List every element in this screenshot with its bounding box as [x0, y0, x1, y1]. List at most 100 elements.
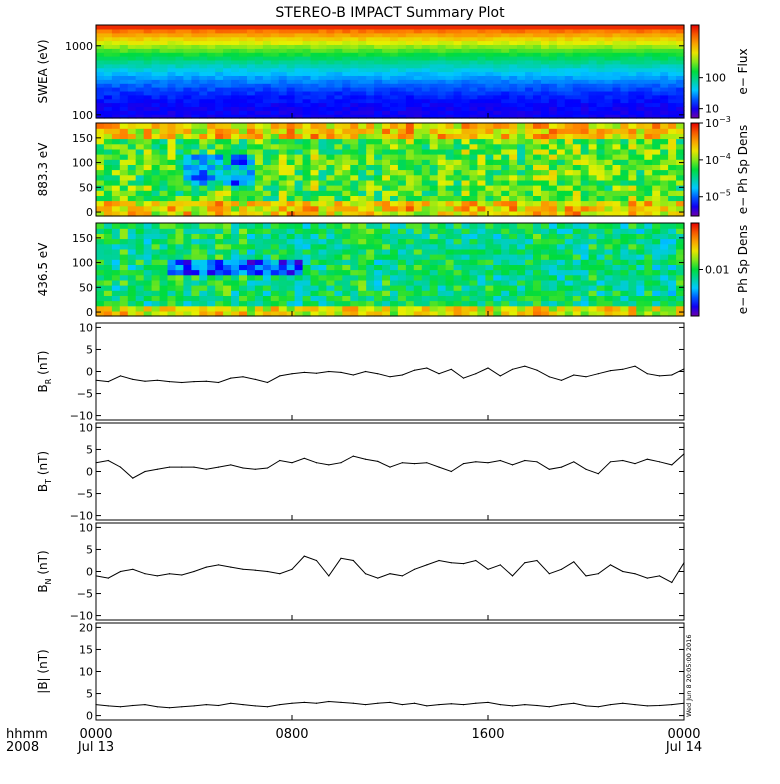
- heatmap-cell: [119, 138, 129, 145]
- heatmap-cell: [644, 102, 653, 107]
- heatmap-cell: [453, 254, 463, 260]
- heatmap-cell: [572, 56, 582, 61]
- heatmap-cell: [548, 285, 558, 291]
- heatmap-cell: [191, 300, 200, 307]
- heatmap-cell: [382, 94, 391, 100]
- heatmap-cell: [660, 185, 669, 191]
- heatmap-cell: [390, 110, 399, 115]
- heatmap-cell: [493, 102, 502, 107]
- heatmap-cell: [548, 123, 558, 129]
- heatmap-cell: [119, 243, 129, 250]
- heatmap-cell: [548, 310, 558, 317]
- heatmap-cell: [477, 32, 486, 38]
- heatmap-cell: [239, 36, 248, 42]
- heatmap-cell: [231, 210, 240, 217]
- heatmap-cell: [660, 190, 669, 196]
- heatmap-cell: [525, 164, 534, 171]
- heatmap-cell: [477, 28, 486, 34]
- heatmap-cell: [405, 48, 415, 53]
- heatmap-cell: [453, 83, 463, 88]
- data-point: [168, 707, 171, 709]
- heatmap-cell: [588, 143, 598, 150]
- heatmap-cell: [437, 79, 447, 84]
- heatmap-cell: [501, 164, 510, 171]
- heatmap-cell: [660, 56, 669, 61]
- heatmap-cell: [159, 110, 169, 115]
- heatmap-cell: [437, 264, 447, 271]
- heatmap-cell: [429, 28, 439, 34]
- heatmap-cell: [620, 138, 629, 145]
- data-point: [340, 462, 342, 464]
- heatmap-cell: [413, 48, 423, 53]
- heatmap-cell: [175, 205, 184, 212]
- heatmap-cell: [533, 190, 542, 196]
- heatmap-cell: [477, 25, 486, 30]
- heatmap-cell: [318, 94, 327, 100]
- heatmap-cell: [517, 285, 526, 291]
- heatmap-cell: [612, 243, 621, 250]
- heatmap-cell: [437, 87, 447, 92]
- heatmap-cell: [413, 295, 423, 302]
- heatmap-cell: [96, 32, 105, 38]
- heatmap-cell: [96, 148, 105, 155]
- heatmap-cell: [501, 123, 510, 129]
- heatmap-cell: [366, 94, 375, 100]
- heatmap-cell: [239, 233, 248, 240]
- heatmap-cell: [541, 32, 550, 38]
- heatmap-cell: [533, 174, 542, 181]
- heatmap-cell: [413, 164, 423, 171]
- heatmap-cell: [239, 154, 248, 160]
- heatmap-cell: [660, 169, 669, 176]
- heatmap-cell: [199, 259, 208, 265]
- heatmap-cell: [421, 133, 431, 140]
- heatmap-cell: [96, 295, 105, 302]
- panel-frame: [95, 24, 685, 119]
- heatmap-cell: [231, 259, 240, 265]
- heatmap-cell: [413, 110, 423, 115]
- heatmap-cell: [668, 238, 677, 245]
- heatmap-cell: [254, 248, 264, 255]
- heatmap-cell: [366, 233, 375, 240]
- heatmap-cell: [564, 159, 574, 165]
- heatmap-cell: [676, 238, 685, 245]
- heatmap-cell: [207, 67, 216, 73]
- heatmap-cell: [604, 200, 613, 207]
- heatmap-cell: [533, 110, 542, 115]
- heatmap-cell: [231, 290, 240, 296]
- heatmap-cell: [461, 248, 470, 255]
- heatmap-cell: [485, 279, 494, 286]
- heatmap-cell: [517, 28, 526, 34]
- heatmap-cell: [302, 44, 312, 49]
- heatmap-cell: [215, 128, 224, 134]
- heatmap-cell: [310, 56, 319, 61]
- heatmap-cell: [596, 71, 606, 76]
- heatmap-cell: [278, 106, 288, 111]
- heatmap-cell: [175, 110, 184, 115]
- heatmap-cell: [302, 83, 312, 88]
- heatmap-cell: [302, 228, 312, 234]
- series-line: [95, 365, 685, 384]
- heatmap-cell: [350, 195, 359, 202]
- heatmap-cell: [326, 223, 335, 229]
- heatmap-cell: [477, 185, 486, 191]
- heatmap-cell: [119, 305, 129, 312]
- heatmap-cell: [501, 210, 510, 217]
- heatmap-cell: [525, 71, 534, 76]
- heatmap-cell: [111, 83, 121, 88]
- heatmap-cell: [96, 205, 105, 212]
- heatmap-cell: [652, 44, 661, 49]
- heatmap-cell: [652, 169, 661, 176]
- heatmap-cell: [262, 169, 272, 176]
- heatmap-cell: [604, 28, 613, 34]
- heatmap-cell: [533, 48, 542, 53]
- heatmap-cell: [652, 110, 661, 115]
- heatmap-cell: [382, 154, 391, 160]
- heatmap-cell: [127, 179, 137, 186]
- heatmap-cell: [429, 295, 439, 302]
- heatmap-cell: [660, 32, 669, 38]
- heatmap-cell: [135, 179, 145, 186]
- heatmap-cell: [493, 71, 502, 76]
- heatmap-cell: [310, 210, 319, 217]
- heatmap-cell: [453, 310, 463, 317]
